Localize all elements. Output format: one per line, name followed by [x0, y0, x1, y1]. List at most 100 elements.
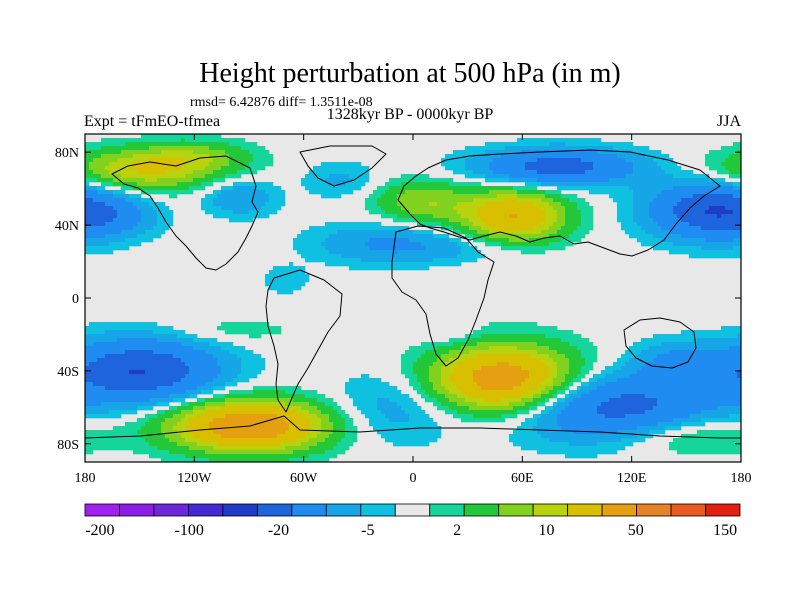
field-cell [705, 218, 710, 223]
field-cell [545, 206, 550, 211]
field-cell [445, 182, 450, 187]
field-cell [421, 242, 426, 247]
field-cell [137, 174, 142, 179]
field-cell [101, 162, 106, 167]
field-cell [465, 362, 470, 367]
field-cell [261, 154, 266, 159]
field-cell [417, 198, 422, 203]
field-cell [485, 186, 490, 191]
field-cell [273, 286, 278, 291]
field-cell [97, 174, 102, 179]
field-cell [713, 150, 718, 155]
field-cell [725, 326, 730, 331]
field-cell [217, 362, 222, 367]
field-cell [673, 174, 678, 179]
field-cell [689, 206, 694, 211]
field-cell [537, 142, 542, 147]
field-cell [141, 346, 146, 351]
field-cell [449, 242, 454, 247]
field-cell [349, 234, 354, 239]
field-cell [213, 138, 218, 143]
field-cell [381, 194, 386, 199]
field-cell [145, 210, 150, 215]
field-cell [705, 162, 710, 167]
field-cell [105, 170, 110, 175]
field-cell [85, 190, 90, 195]
field-cell [461, 218, 466, 223]
field-cell [709, 350, 714, 355]
field-cell [529, 330, 534, 335]
field-cell [121, 150, 126, 155]
field-cell [641, 350, 646, 355]
field-cell [137, 198, 142, 203]
field-cell [541, 238, 546, 243]
field-cell [445, 262, 450, 267]
field-cell [161, 330, 166, 335]
field-cell [293, 238, 298, 243]
field-cell [497, 226, 502, 231]
field-cell [353, 238, 358, 243]
field-cell [473, 214, 478, 219]
field-cell [117, 198, 122, 203]
field-cell [529, 350, 534, 355]
field-cell [665, 358, 670, 363]
field-cell [581, 214, 586, 219]
field-cell [573, 218, 578, 223]
field-cell [669, 246, 674, 251]
field-cell [541, 338, 546, 343]
field-cell [617, 178, 622, 183]
field-cell [145, 138, 150, 143]
field-cell [457, 366, 462, 371]
field-cell [109, 346, 114, 351]
field-cell [265, 278, 270, 283]
field-cell [133, 326, 138, 331]
field-cell [313, 178, 318, 183]
field-cell [725, 198, 730, 203]
field-cell [537, 170, 542, 175]
field-cell [705, 202, 710, 207]
field-cell [109, 150, 114, 155]
field-cell [145, 186, 150, 191]
field-cell [577, 166, 582, 171]
field-cell [125, 206, 130, 211]
field-cell [325, 174, 330, 179]
field-cell [465, 346, 470, 351]
field-cell [85, 330, 90, 335]
field-cell [205, 358, 210, 363]
field-cell [153, 142, 158, 147]
field-cell [485, 358, 490, 363]
field-cell [517, 158, 522, 163]
field-cell [553, 238, 558, 243]
field-cell [701, 186, 706, 191]
field-cell [513, 170, 518, 175]
field-cell [565, 166, 570, 171]
field-cell [281, 194, 286, 199]
field-cell [453, 210, 458, 215]
field-cell [389, 250, 394, 255]
field-cell [653, 350, 658, 355]
field-cell [637, 174, 642, 179]
field-cell [737, 254, 741, 259]
field-cell [201, 370, 206, 375]
field-cell [249, 190, 254, 195]
field-cell [121, 162, 126, 167]
field-cell [145, 198, 150, 203]
field-cell [97, 330, 102, 335]
field-cell [461, 190, 466, 195]
field-cell [141, 362, 146, 367]
field-cell [425, 242, 430, 247]
field-cell [397, 182, 402, 187]
field-cell [501, 330, 506, 335]
field-cell [709, 158, 714, 163]
field-cell [101, 326, 106, 331]
field-cell [109, 370, 114, 375]
field-cell [385, 238, 390, 243]
field-cell [717, 166, 722, 171]
field-cell [517, 222, 522, 227]
field-cell [521, 142, 526, 147]
field-cell [189, 150, 194, 155]
field-cell [205, 210, 210, 215]
field-cell [557, 206, 562, 211]
field-cell [245, 210, 250, 215]
field-cell [481, 222, 486, 227]
